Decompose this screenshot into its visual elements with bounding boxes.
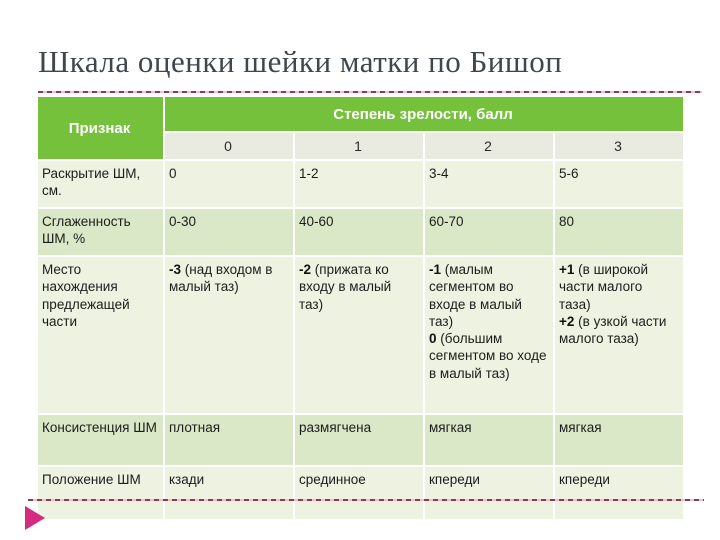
- table-header-row: Признак Степень зрелости, балл: [38, 97, 684, 159]
- table-cell: плотная: [165, 415, 293, 465]
- station-entry: +1 (в широкой части малого таза): [559, 262, 649, 312]
- feature-column-header: Признак: [38, 97, 163, 159]
- table-row-station: Место нахождения предлежащей части -3 (н…: [38, 257, 684, 413]
- table-row-consistency: Консистенция ШМ плотная размягчена мягка…: [38, 415, 684, 465]
- table-cell: 0: [165, 161, 293, 207]
- page-title: Шкала оценки шейки матки по Бишоп: [38, 44, 563, 79]
- row-feature-label: Положение ШМ: [38, 467, 163, 519]
- table-cell: кпереди: [555, 467, 684, 519]
- row-feature-label: Консистенция ШМ: [38, 415, 163, 465]
- score-subheader-row: 0 1 2 3: [38, 133, 684, 159]
- station-entry: +2 (в узкой части малого таза): [559, 313, 667, 347]
- triangle-right-icon: [25, 506, 45, 530]
- table-cell: 1-2: [295, 161, 423, 207]
- table-cell: +1 (в широкой части малого таза) +2 (в у…: [555, 257, 684, 413]
- divider-top: [38, 91, 702, 93]
- row-feature-label: Сглаженность ШМ, %: [38, 209, 163, 255]
- table-row-position: Положение ШМ кзади срединное кпереди кпе…: [38, 467, 684, 519]
- table-cell: кзади: [165, 467, 293, 519]
- score-header-3: 3: [555, 133, 684, 159]
- table-cell: срединное: [295, 467, 423, 519]
- station-entry: 0 (большим сегментом во ходе в малый таз…: [429, 331, 547, 381]
- table-cell: 3-4: [425, 161, 553, 207]
- table-cell: размягчена: [295, 415, 423, 465]
- divider-bottom: [28, 499, 704, 501]
- table-cell: 0-30: [165, 209, 293, 255]
- table-cell: 5-6: [555, 161, 684, 207]
- station-entry: -3 (над входом в малый таз): [169, 262, 273, 295]
- row-feature-label: Раскрытие ШМ, см.: [38, 161, 163, 207]
- table-cell: -2 (прижата ко входу в малый таз): [295, 257, 423, 413]
- table-cell: 60-70: [425, 209, 553, 255]
- table-cell: кпереди: [425, 467, 553, 519]
- table-cell: мягкая: [425, 415, 553, 465]
- station-entry: -1 (малым сегментом во входе в малый таз…: [429, 262, 522, 329]
- table-cell: 80: [555, 209, 684, 255]
- table-row-dilation: Раскрытие ШМ, см. 0 1-2 3-4 5-6: [38, 161, 684, 207]
- table-cell: -1 (малым сегментом во входе в малый таз…: [425, 257, 553, 413]
- table-cell: мягкая: [555, 415, 684, 465]
- station-entry: -2 (прижата ко входу в малый таз): [299, 262, 392, 312]
- bishop-score-table: Признак Степень зрелости, балл 0 1 2 3 Р…: [36, 95, 685, 521]
- table-row-effacement: Сглаженность ШМ, % 0-30 40-60 60-70 80: [38, 209, 684, 255]
- score-header-2: 2: [425, 133, 553, 159]
- table-cell: 40-60: [295, 209, 423, 255]
- score-group-header: Степень зрелости, балл: [165, 97, 684, 131]
- score-header-0: 0: [165, 133, 293, 159]
- row-feature-label: Место нахождения предлежащей части: [38, 257, 163, 413]
- table-cell: -3 (над входом в малый таз): [165, 257, 293, 413]
- score-header-1: 1: [295, 133, 423, 159]
